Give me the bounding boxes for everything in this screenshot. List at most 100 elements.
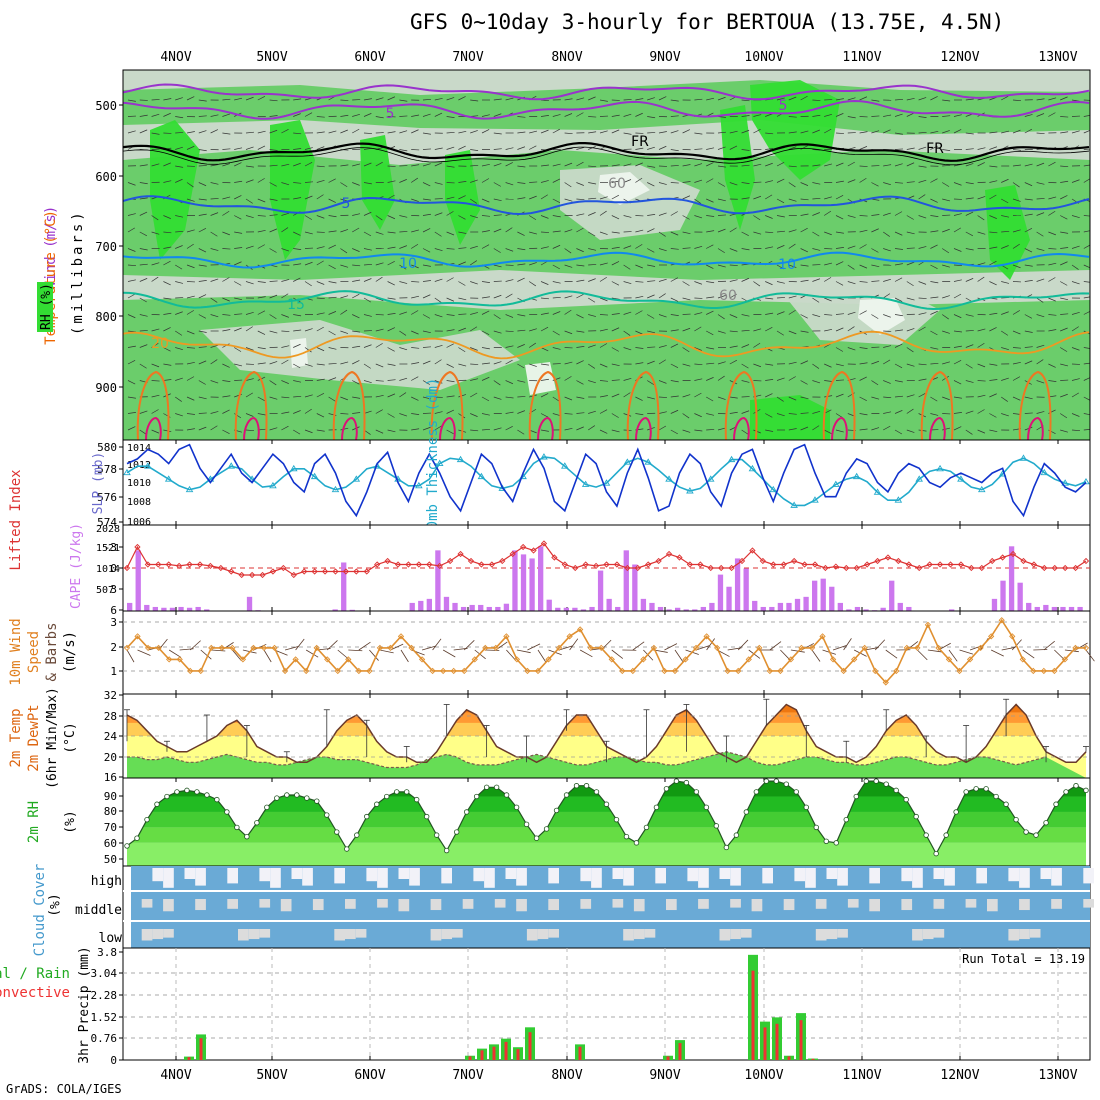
wind-barb (694, 198, 702, 204)
wind-barb (493, 228, 502, 233)
wind10-point (1019, 656, 1026, 663)
wind-barb (175, 165, 184, 168)
wind-barb (387, 393, 396, 398)
wind-barb (729, 330, 738, 333)
wind-barb (540, 115, 549, 117)
wind-barb (635, 229, 644, 233)
wind-barb (706, 230, 715, 233)
wind-barb (918, 179, 927, 183)
cape-bar (469, 604, 475, 611)
day-label-top: 11NOV (842, 50, 881, 65)
wind10-point (134, 633, 141, 640)
wind-barb (493, 214, 502, 216)
wind10-point (397, 633, 405, 640)
wind-barb (540, 164, 549, 167)
cloud-low-cell (430, 929, 442, 941)
wind-barb (352, 345, 361, 348)
cloud-high-cell (473, 868, 485, 882)
chart-title: GFS 0~10day 3-hourly for BERTOUA (13.75E… (410, 10, 1005, 34)
contour-label: 10 (399, 256, 417, 272)
wind-barb (953, 380, 962, 385)
wind-barb (316, 378, 325, 381)
wind-barb (776, 198, 785, 204)
wind-barb (835, 429, 844, 433)
wind-barb (800, 130, 809, 134)
wind-barb (812, 182, 821, 185)
rh-point (463, 809, 470, 815)
cloud-mid-cell (698, 899, 709, 909)
wind-barb (139, 197, 148, 200)
rh-point (713, 823, 720, 829)
wind-barb (599, 363, 608, 368)
cape-bar (1068, 606, 1075, 611)
cape-bar (837, 602, 843, 611)
day-label-bottom: 5NOV (256, 1068, 287, 1083)
contour-line (822, 370, 856, 440)
wind-barb (375, 97, 384, 101)
wind-barb (363, 344, 372, 348)
wind10-point (503, 633, 510, 640)
wind-barb (1060, 247, 1069, 249)
wind-barb (765, 429, 774, 432)
wind-barb (588, 297, 596, 303)
wind10-point (640, 656, 647, 663)
wind-barb (765, 312, 774, 315)
wind-barb (977, 162, 985, 167)
wind-barb (800, 145, 808, 150)
li-point (332, 568, 339, 575)
cloud-high-cell (805, 868, 816, 888)
cloud-mid-cell (933, 899, 945, 909)
rh-point (264, 804, 270, 811)
wind-barb (871, 99, 880, 102)
wind-barb (387, 215, 396, 220)
wind-barb (411, 243, 419, 249)
cape-bar (135, 550, 141, 611)
li-point (123, 564, 131, 572)
wind10-point (861, 644, 868, 652)
wind-barb (776, 264, 785, 270)
wind-barb (741, 115, 750, 117)
wind10-point (440, 667, 447, 675)
wind-barb (1012, 164, 1021, 167)
wind-barb (175, 377, 183, 381)
wind-barb (375, 429, 384, 434)
wind10-point (545, 656, 552, 663)
wind-barb (411, 229, 420, 233)
wind-barb (658, 359, 666, 365)
wind-barb (694, 215, 703, 219)
wind10-point (166, 656, 173, 663)
wind-barb (776, 281, 785, 284)
wind-barb (470, 215, 478, 219)
wind10-point (482, 644, 489, 652)
cloud-low-cell (248, 929, 260, 940)
wind-barb (1036, 297, 1044, 303)
rh-point (354, 832, 360, 838)
wind-barb (316, 131, 325, 134)
wind-barb (588, 425, 596, 431)
cloud-low-cell (238, 929, 249, 941)
wind-barb (293, 197, 302, 200)
cloud-high-cell (612, 868, 624, 879)
wind-barb (198, 360, 207, 365)
wind-barb (375, 363, 384, 368)
wind-barb (871, 182, 879, 187)
wind-barb (1001, 311, 1009, 315)
wind-barb (328, 347, 337, 350)
rh-area (290, 338, 308, 368)
wind-barb (717, 314, 725, 320)
cape-bar (443, 596, 450, 611)
wind-barb (1083, 230, 1090, 233)
wind-barb (458, 327, 466, 332)
wind-barb (411, 198, 419, 202)
wind-barb (269, 396, 278, 400)
li-tick: -3 (104, 541, 117, 554)
wind10-point (303, 667, 310, 675)
wind-barb (623, 99, 632, 101)
wind-barb (670, 130, 679, 134)
wind-barb (883, 114, 892, 117)
li-point (811, 561, 819, 568)
wind-barb (387, 180, 396, 183)
thickness-point (894, 496, 903, 503)
wind-barb (800, 279, 809, 282)
